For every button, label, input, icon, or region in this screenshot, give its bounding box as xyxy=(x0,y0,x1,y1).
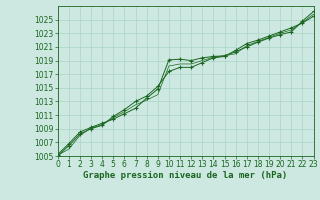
X-axis label: Graphe pression niveau de la mer (hPa): Graphe pression niveau de la mer (hPa) xyxy=(84,171,288,180)
